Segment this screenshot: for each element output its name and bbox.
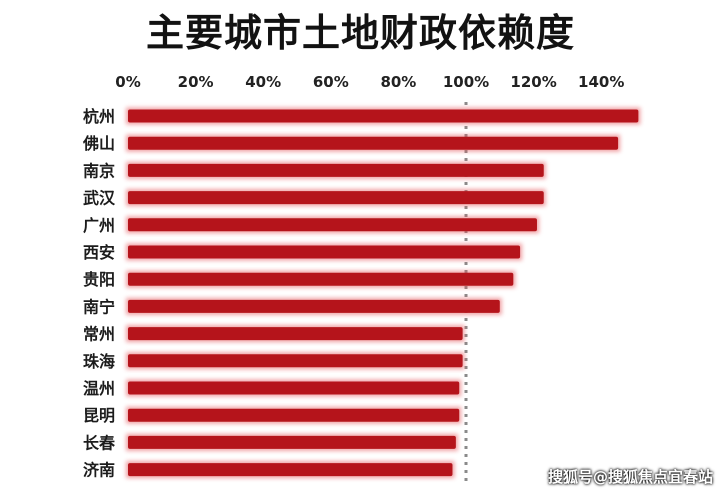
- x-tick-label: 60%: [313, 73, 349, 91]
- category-label: 济南: [83, 461, 115, 480]
- bar: [128, 245, 521, 259]
- bar: [128, 218, 537, 232]
- chart-title: 主要城市土地财政依赖度: [145, 11, 575, 55]
- bar: [128, 463, 453, 477]
- category-label: 温州: [82, 379, 115, 398]
- category-label: 常州: [83, 325, 115, 344]
- x-tick-label: 0%: [115, 73, 140, 91]
- category-label: 贵阳: [83, 270, 115, 289]
- category-label: 南宁: [83, 297, 115, 316]
- bar: [128, 299, 500, 313]
- x-tick-label: 20%: [178, 73, 214, 91]
- category-label: 武汉: [83, 189, 116, 208]
- x-tick-label: 140%: [578, 73, 624, 91]
- category-label: 杭州: [83, 107, 115, 126]
- bar: [128, 136, 619, 150]
- x-axis-ticks: 0% 20% 40% 60% 80% 100% 120% 140%: [115, 73, 624, 91]
- bars-group: [126, 107, 641, 479]
- category-label: 广州: [83, 216, 115, 235]
- bar: [128, 163, 544, 177]
- x-tick-label: 80%: [380, 73, 416, 91]
- x-tick-label: 40%: [245, 73, 281, 91]
- watermark: 搜狐号@搜狐焦点宜春站: [547, 468, 713, 486]
- bar: [128, 381, 460, 395]
- category-label: 西安: [83, 243, 115, 262]
- bar: [128, 272, 514, 286]
- category-label: 珠海: [83, 352, 115, 371]
- bar: [128, 408, 460, 422]
- category-label: 南京: [83, 161, 115, 180]
- bar: [128, 191, 544, 205]
- x-tick-label: 100%: [443, 73, 489, 91]
- bar: [128, 109, 639, 123]
- category-label: 昆明: [83, 406, 115, 425]
- x-tick-label: 120%: [510, 73, 556, 91]
- bar: [128, 354, 463, 368]
- category-label: 长春: [83, 433, 116, 452]
- category-label: 佛山: [82, 134, 115, 153]
- bar: [128, 435, 456, 449]
- bar: [128, 327, 463, 341]
